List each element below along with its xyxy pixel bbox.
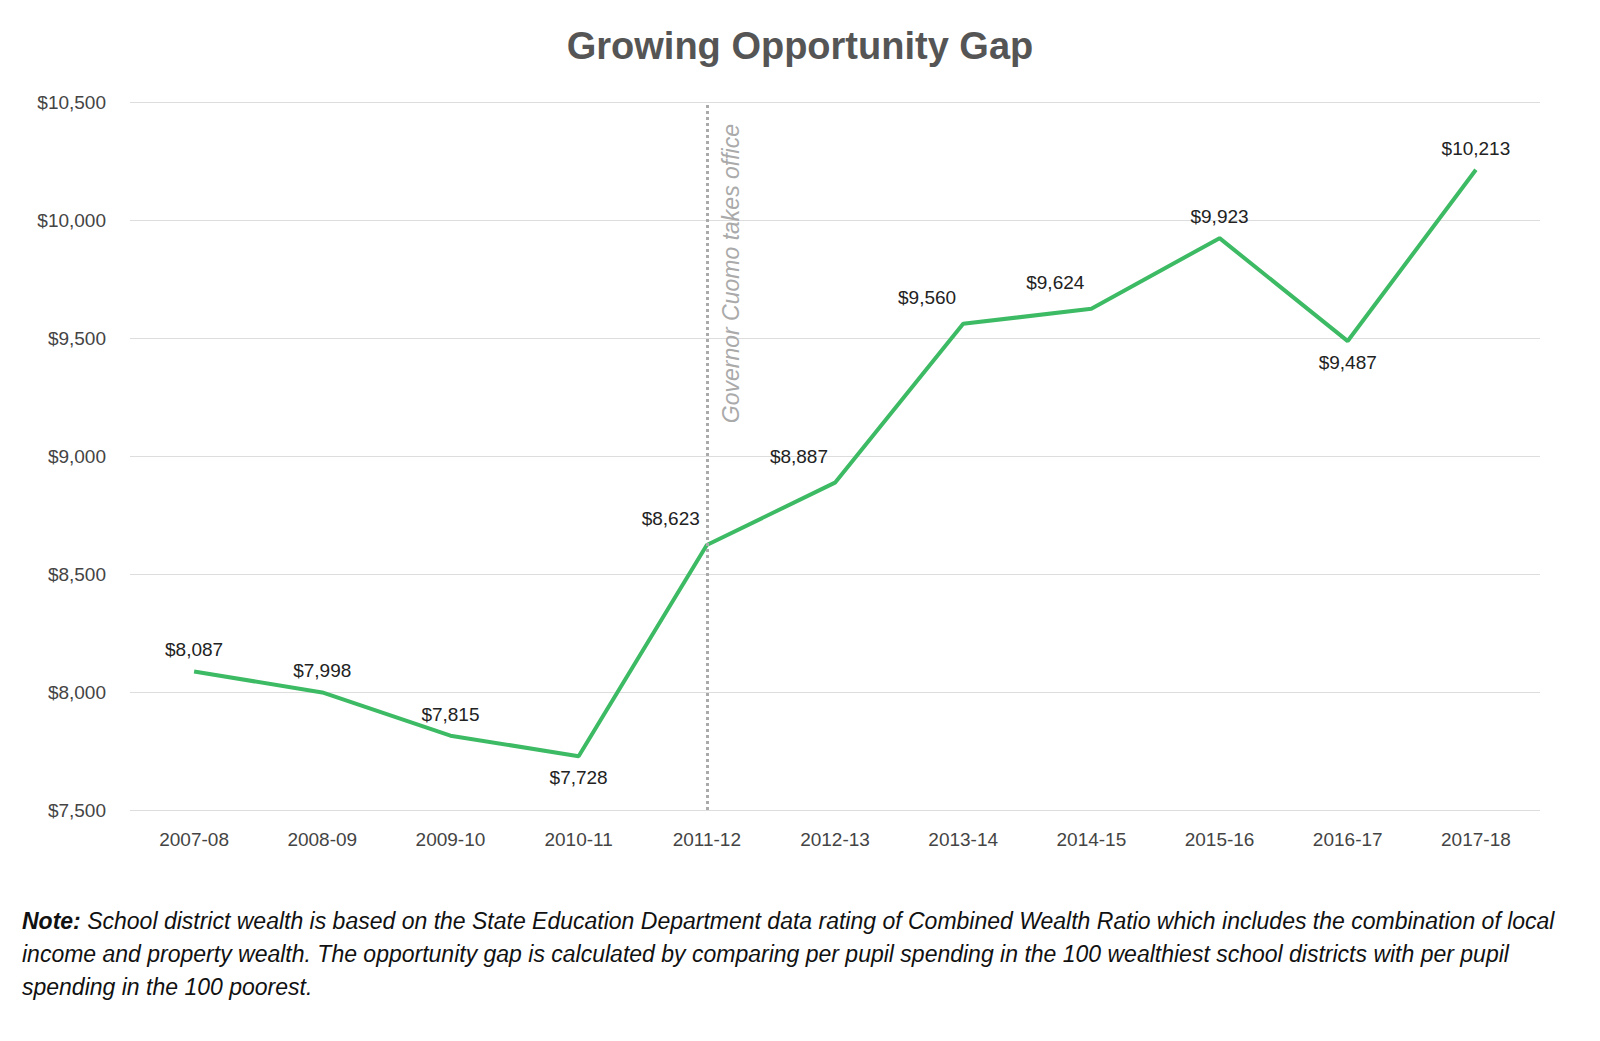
svg-text:$9,500: $9,500 [48,328,106,349]
svg-text:2010-11: 2010-11 [544,829,612,850]
svg-text:2009-10: 2009-10 [416,829,486,850]
svg-text:2017-18: 2017-18 [1441,829,1511,850]
svg-text:$7,815: $7,815 [421,704,479,725]
svg-text:$9,487: $9,487 [1319,352,1377,373]
svg-text:2015-16: 2015-16 [1185,829,1255,850]
svg-text:$7,998: $7,998 [293,660,351,681]
svg-text:$9,000: $9,000 [48,446,106,467]
svg-text:$8,500: $8,500 [48,564,106,585]
svg-text:2007-08: 2007-08 [159,829,229,850]
svg-text:2011-12: 2011-12 [673,829,741,850]
svg-text:$9,624: $9,624 [1026,272,1085,293]
svg-text:2012-13: 2012-13 [800,829,870,850]
svg-text:2014-15: 2014-15 [1056,829,1126,850]
svg-text:$7,500: $7,500 [48,800,106,821]
svg-text:$7,728: $7,728 [550,767,608,788]
html-text:Note: School district wealth i: Note: School district wealth is based on… [22,908,1555,1000]
svg-text:Growing Opportunity Gap: Growing Opportunity Gap [567,25,1034,67]
svg-text:$10,500: $10,500 [37,92,106,113]
svg-text:$10,000: $10,000 [37,210,106,231]
svg-text:$9,923: $9,923 [1190,206,1248,227]
svg-text:$8,087: $8,087 [165,639,223,660]
svg-text:Governor Cuomo takes office: Governor Cuomo takes office [718,124,744,423]
svg-text:$8,000: $8,000 [48,682,106,703]
svg-text:2008-09: 2008-09 [287,829,357,850]
svg-text:2013-14: 2013-14 [928,829,998,850]
svg-text:$8,887: $8,887 [770,446,828,467]
svg-text:$8,623: $8,623 [642,508,700,529]
svg-text:2016-17: 2016-17 [1313,829,1383,850]
svg-text:$10,213: $10,213 [1442,138,1511,159]
svg-text:$9,560: $9,560 [898,287,956,308]
